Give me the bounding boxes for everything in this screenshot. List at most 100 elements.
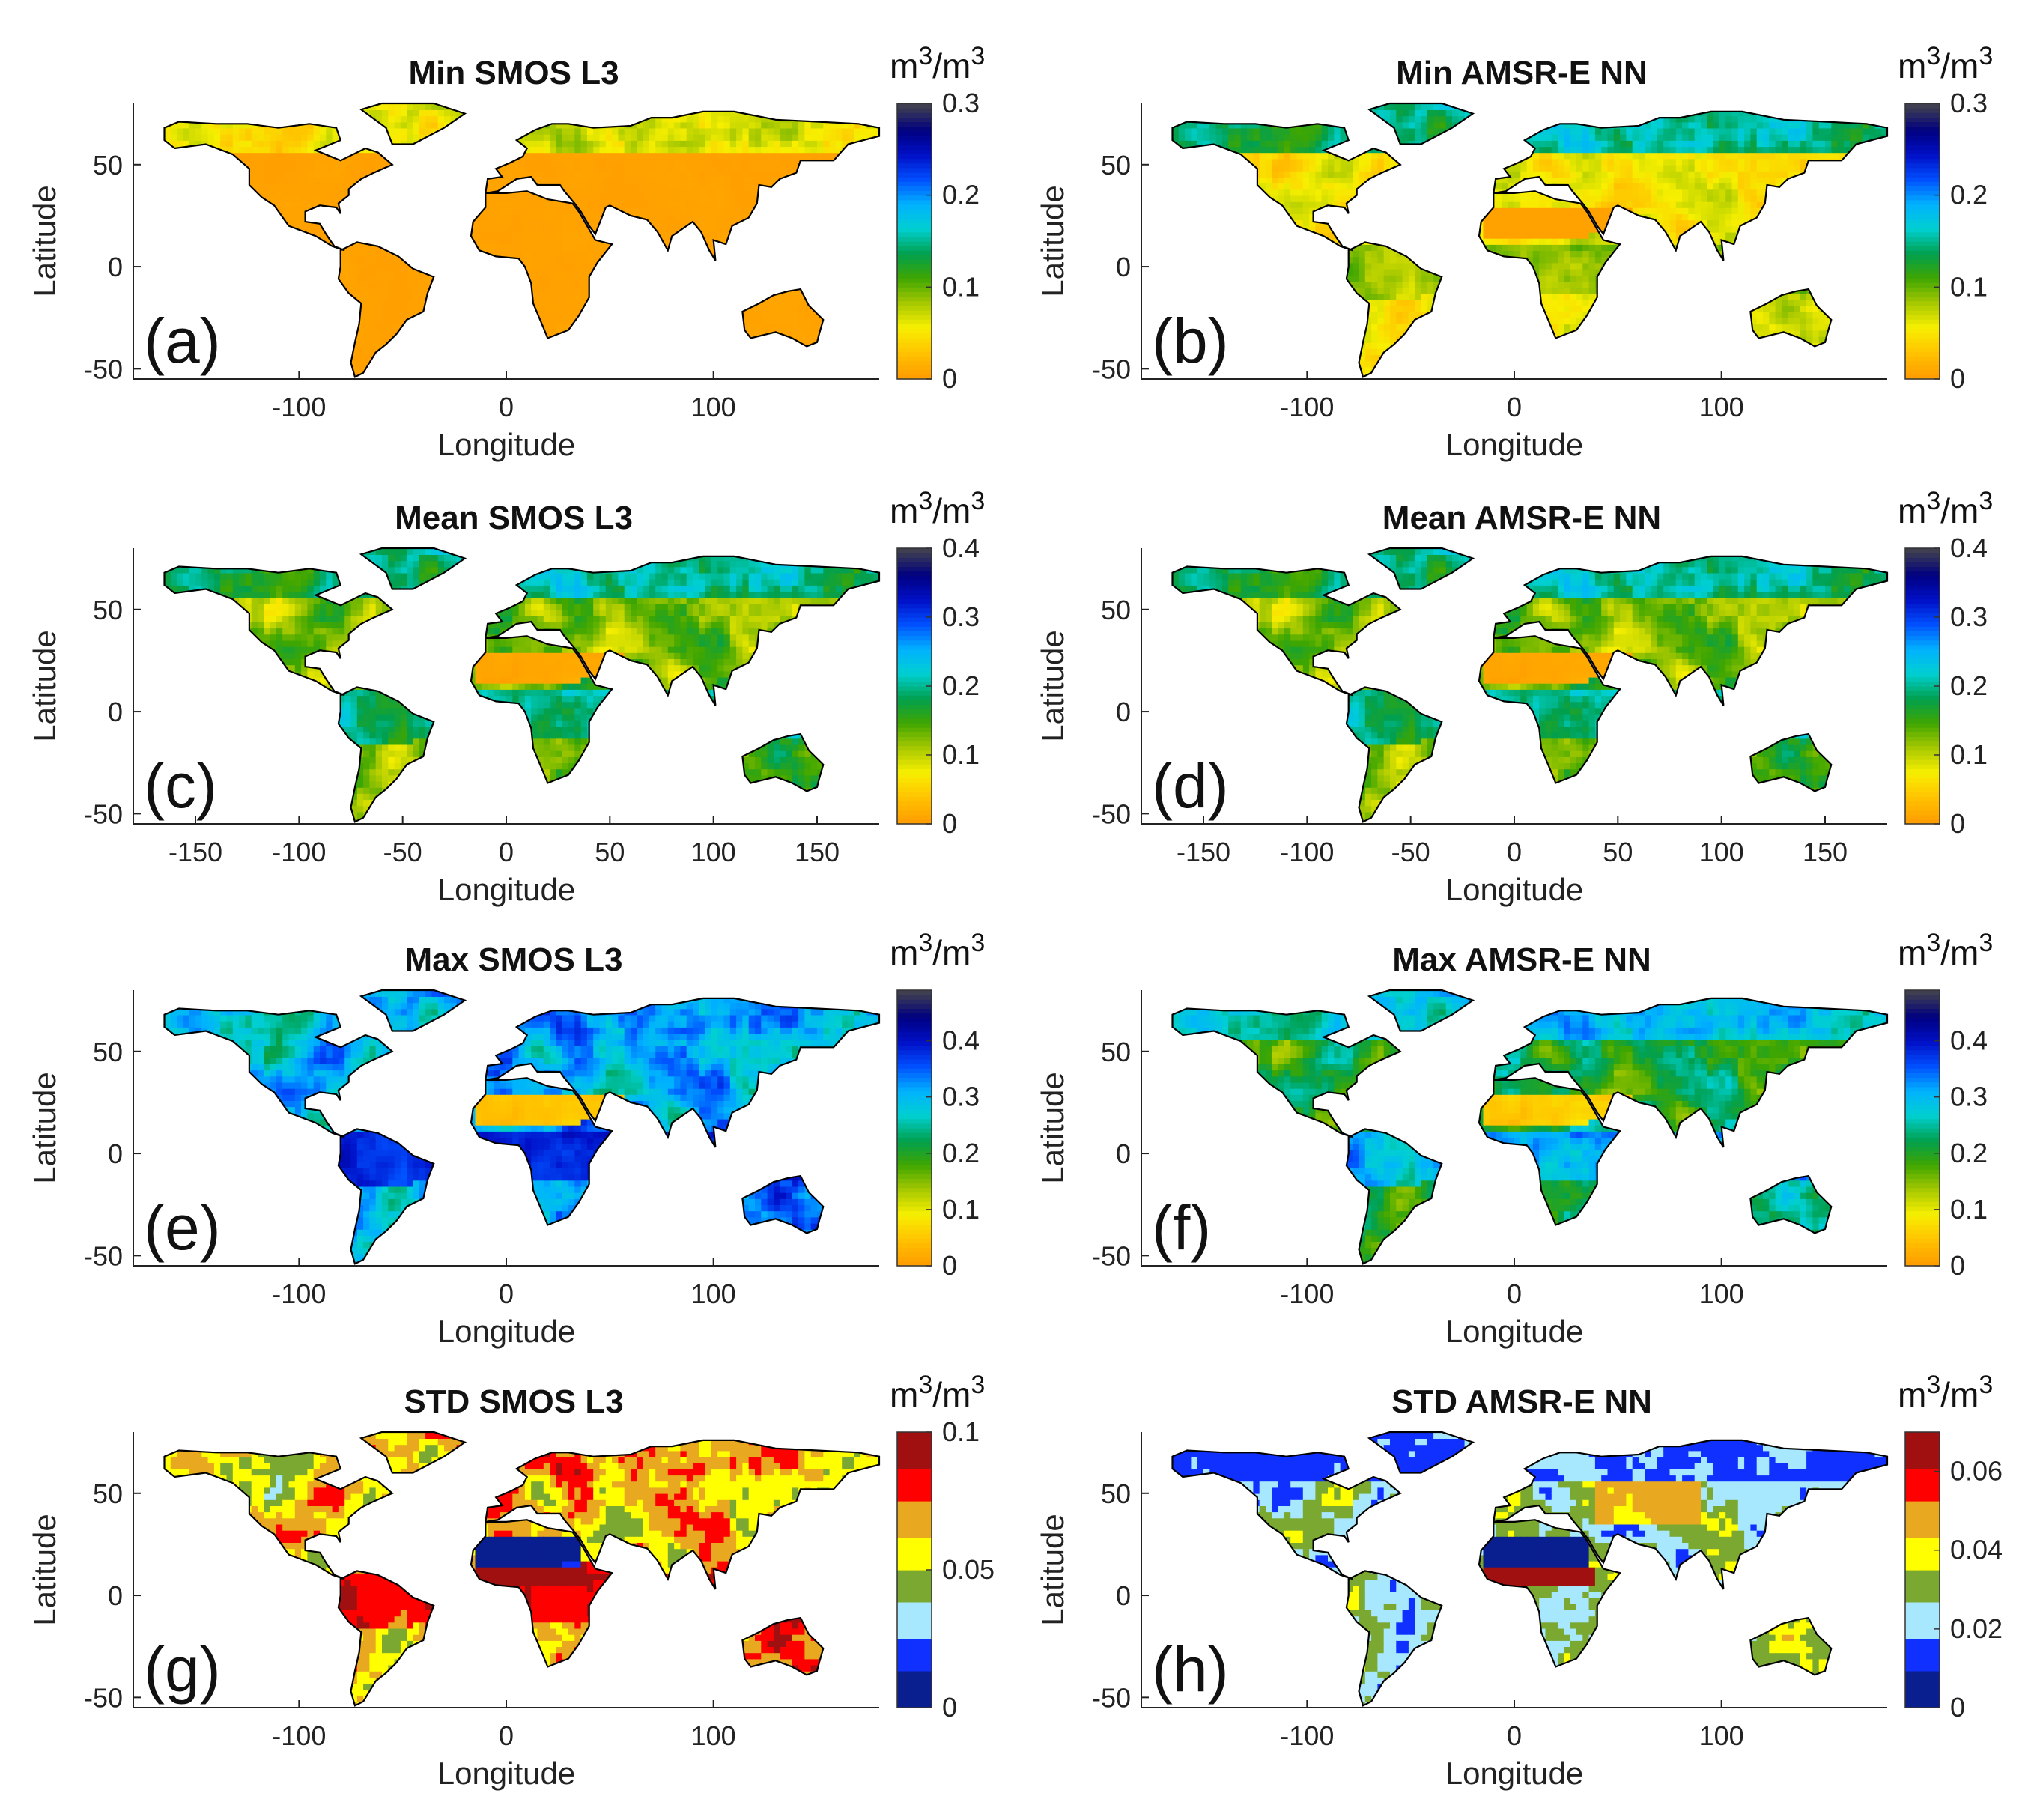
colorbar-tick-label: 0.4 [942, 1025, 980, 1056]
colorbar-swatch [1905, 374, 1940, 380]
colorbar-swatch [897, 1183, 932, 1189]
colorbar-swatch [1905, 819, 1940, 825]
coastline [163, 565, 394, 697]
colorbar-swatch [897, 1487, 932, 1493]
colorbar-swatch [897, 278, 932, 283]
coastline [337, 686, 435, 823]
colorbar-swatch [897, 190, 932, 196]
colorbar-swatch [897, 575, 932, 581]
coastline [337, 1128, 435, 1265]
colorbar-swatch [1905, 1565, 1940, 1571]
colorbar-swatch [1905, 1528, 1940, 1534]
colorbar-swatch [897, 360, 932, 366]
panel-label: (c) [144, 750, 217, 821]
colorbar-swatch [897, 227, 932, 233]
colorbar-swatch [1905, 759, 1940, 765]
colorbar-swatch [897, 1463, 932, 1469]
colorbar-swatch [1905, 1118, 1940, 1124]
colorbar-swatch [1905, 1514, 1940, 1520]
y-axis-label: Latitude [1035, 1514, 1070, 1625]
colorbar-swatch [897, 324, 932, 330]
coastline [1345, 686, 1443, 823]
colorbar-swatch [897, 1247, 932, 1253]
colorbar-swatch [1905, 999, 1940, 1004]
x-tick-label: -100 [272, 1278, 326, 1309]
colorbar-swatch [897, 810, 932, 816]
colorbar-swatch [897, 1611, 932, 1616]
colorbar-tick-label: 0.1 [1950, 1194, 1988, 1225]
colorbar-swatch [897, 1054, 932, 1060]
colorbar-tick-label: 0.02 [1950, 1613, 2003, 1644]
colorbar-swatch [1905, 1165, 1940, 1170]
y-tick-label: 50 [1101, 595, 1131, 625]
colorbar-swatch [1905, 1560, 1940, 1566]
colorbar-swatch [897, 686, 932, 691]
colorbar-swatch [897, 1100, 932, 1105]
panel-title: Min SMOS L3 [408, 55, 619, 91]
colorbar-frame [896, 989, 932, 1267]
colorbar-swatch [1905, 745, 1940, 751]
x-tick-label: 0 [499, 392, 514, 422]
colorbar-swatch [897, 1514, 932, 1520]
colorbar-swatch [1905, 1473, 1940, 1478]
y-tick-label: 50 [1101, 1037, 1131, 1067]
colorbar-swatch [897, 103, 932, 109]
colorbar-swatch [897, 282, 932, 288]
colorbar-swatch [897, 1261, 932, 1267]
colorbar-swatch [1905, 1523, 1940, 1529]
soil-moisture-field [164, 548, 879, 822]
colorbar-swatch [897, 186, 932, 192]
colorbar-swatch [1905, 654, 1940, 659]
x-tick-label: 0 [499, 837, 514, 867]
colorbar-swatch [897, 594, 932, 599]
colorbar-units: m3/m3 [1898, 1371, 1993, 1414]
colorbar-swatch [1905, 1652, 1940, 1658]
x-tick-label: 100 [691, 837, 736, 867]
panel-h: 50 0 -50 -100 0 100 Longitude Latitude STD AMSR-… [1035, 1371, 2003, 1791]
colorbar-swatch [1905, 773, 1940, 779]
colorbar-swatch [897, 315, 932, 320]
colorbar-swatch [897, 777, 932, 783]
soil-moisture-field [1172, 990, 1887, 1264]
colorbar-swatch [1905, 204, 1940, 210]
colorbar-swatch [897, 745, 932, 751]
panel-title: STD AMSR-E NN [1391, 1383, 1652, 1420]
panel-label: (b) [1152, 306, 1229, 376]
x-tick-label: -100 [272, 1720, 326, 1751]
x-tick-label: 0 [1507, 837, 1522, 867]
x-axis-label: Longitude [437, 427, 576, 462]
colorbar-swatch [897, 589, 932, 595]
colorbar-units: m3/m3 [1898, 42, 1993, 85]
colorbar-swatch [897, 1036, 932, 1041]
colorbar-swatch [897, 1634, 932, 1639]
colorbar-swatch [1905, 1505, 1940, 1511]
colorbar-swatch [897, 1639, 932, 1644]
colorbar-swatch [897, 626, 932, 631]
colorbar-swatch [897, 163, 932, 169]
colorbar-swatch [897, 1661, 932, 1667]
colorbar-swatch [897, 617, 932, 622]
colorbar-swatch [897, 222, 932, 228]
colorbar-swatch [897, 1491, 932, 1497]
colorbar-swatch [897, 1432, 932, 1437]
colorbar-swatch [897, 700, 932, 706]
colorbar-swatch [1905, 1510, 1940, 1515]
colorbar-tick-label: 0 [1950, 808, 1965, 839]
x-tick-label: -150 [169, 837, 222, 867]
colorbar-swatch [1905, 1086, 1940, 1092]
colorbar-swatch [897, 695, 932, 700]
colorbar-swatch [1905, 786, 1940, 792]
colorbar-swatch [1905, 135, 1940, 141]
colorbar-swatch [1905, 1684, 1940, 1690]
colorbar-swatch [897, 1478, 932, 1483]
colorbar-swatch [897, 1045, 932, 1051]
colorbar-swatch [1905, 617, 1940, 622]
colorbar-swatch [897, 158, 932, 164]
colorbar-swatch [1905, 1588, 1940, 1594]
colorbar-swatch [1905, 1228, 1940, 1234]
coastline [1492, 555, 1889, 706]
colorbar-swatch [897, 672, 932, 678]
colorbar-swatch [897, 1597, 932, 1603]
panel-label: (d) [1152, 750, 1229, 821]
colorbar-swatch [897, 676, 932, 682]
